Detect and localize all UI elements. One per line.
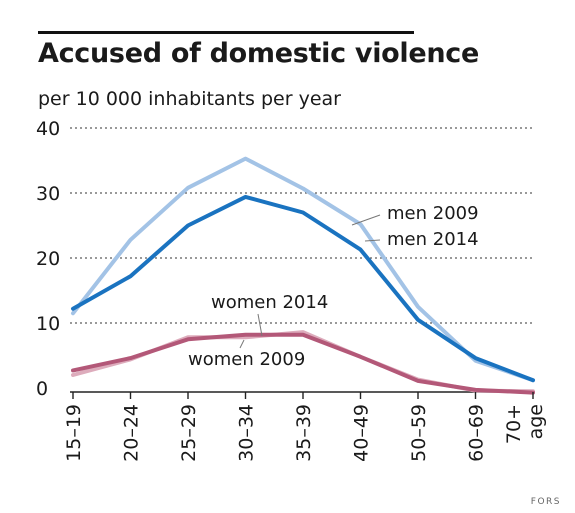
leader-line-women-2009 — [239, 339, 245, 349]
series-line-men-2009 — [71, 156, 535, 383]
y-tick-label: 30 — [36, 183, 60, 205]
x-tick-label: 25–29 — [178, 404, 200, 462]
series-label-women-2009: women 2009 — [188, 349, 305, 370]
x-tick-label: 40–49 — [351, 404, 373, 462]
y-tick-label: 20 — [36, 248, 60, 270]
x-tick-label: 15–19 — [63, 404, 85, 462]
chart-title: Accused of domestic violence — [38, 38, 480, 69]
title-rule — [38, 31, 414, 34]
y-tick-label: 0 — [36, 378, 48, 400]
series-label-women-2014: women 2014 — [211, 292, 328, 313]
series-line-women-2014 — [71, 332, 535, 395]
x-tick-label: 30–34 — [236, 404, 258, 462]
series-label-men-2014: men 2014 — [387, 229, 479, 250]
series-label-men-2009: men 2009 — [387, 203, 479, 224]
x-tick-label: 60–69 — [466, 404, 488, 462]
y-tick-label: 10 — [36, 313, 60, 335]
series-line-men-2014 — [71, 194, 535, 383]
leader-line-men-2009 — [351, 214, 381, 226]
x-tick-label: 70+age — [503, 404, 547, 444]
chart-subtitle: per 10 000 inhabitants per year — [38, 88, 341, 110]
leader-line-men-2014 — [364, 239, 381, 242]
x-tick-label: 50–59 — [408, 404, 430, 462]
source-logo: FORS — [530, 497, 561, 507]
leader-line-women-2014 — [257, 313, 263, 337]
x-tick-label: 20–24 — [121, 404, 143, 462]
y-tick-label: 40 — [36, 118, 60, 140]
x-tick-label: 35–39 — [293, 404, 315, 462]
